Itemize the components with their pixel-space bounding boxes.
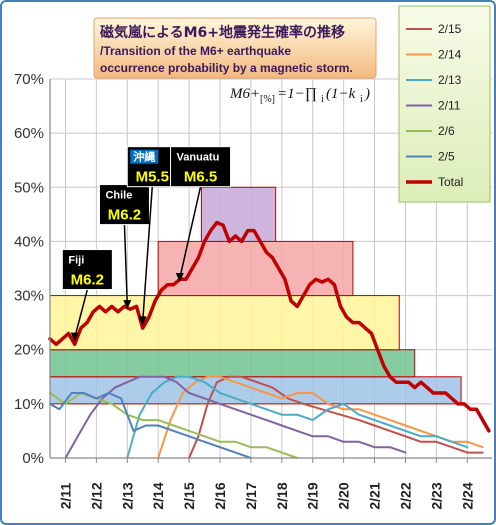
- series-line-2-13: [126, 375, 469, 459]
- annotation-name-bg: [102, 187, 144, 202]
- formula-main: M6+: [229, 86, 260, 102]
- annotation-magnitude: M6.5: [184, 169, 217, 186]
- legend-label: 2/15: [438, 22, 462, 36]
- formula-index-k: i: [360, 94, 363, 105]
- legend-background: [398, 5, 491, 203]
- legend-label: 2/11: [438, 99, 461, 113]
- series-line-2-14: [157, 375, 484, 459]
- annotation-arrowhead: [138, 316, 147, 326]
- y-tick-labels: 0% 10% 20% 30% 40% 50% 60% 70%: [14, 71, 44, 467]
- formula-subscript: [%]: [260, 94, 275, 105]
- series-line-2-11: [64, 375, 407, 459]
- annotation-name: 沖縄: [133, 150, 155, 164]
- probability-band: [49, 295, 400, 351]
- annotation-magnitude: M6.2: [71, 272, 104, 289]
- y-tick-label: 70%: [14, 71, 44, 88]
- formula-close: ): [364, 86, 370, 102]
- x-tick-label: 2/23: [428, 482, 444, 509]
- annotation-leader: [123, 224, 129, 306]
- x-tick-label: 2/20: [336, 482, 352, 509]
- legend-label: 2/5: [438, 150, 455, 164]
- annotation-name-bg: [65, 252, 100, 267]
- legend-label: 2/14: [438, 48, 462, 62]
- x-tick-label: 2/13: [119, 482, 135, 509]
- chart-title-english-line1: /Transition of the M6+ earthquake: [100, 44, 291, 58]
- series-line-Total: [48, 220, 491, 433]
- annotation-magnitude: M6.2: [108, 207, 141, 224]
- x-tick-label: 2/17: [243, 482, 259, 509]
- probability-band: [157, 240, 354, 297]
- annotation-name: Fiji: [68, 255, 84, 267]
- x-tick-label: 2/24: [459, 482, 475, 509]
- series-lines: [48, 220, 491, 459]
- annotation-arrowhead: [123, 300, 132, 310]
- y-tick-label: 10%: [14, 396, 44, 413]
- formula-index: i: [321, 94, 324, 105]
- series-line-2-15: [188, 375, 484, 459]
- y-tick-label: 20%: [14, 342, 44, 359]
- annotation-name-bg: [130, 149, 159, 164]
- x-tick-label: 2/14: [150, 482, 166, 509]
- annotation-leader: [141, 186, 154, 322]
- formula-product: =1−∏: [277, 86, 317, 102]
- probability-formula: M6+ [%] =1−∏ i (1−k i ): [229, 86, 370, 105]
- x-tick-label: 2/12: [88, 482, 104, 509]
- annotation-arrowhead: [70, 332, 79, 342]
- formula-factor: (1−k: [326, 86, 356, 102]
- annotation-name: Chile: [105, 190, 132, 202]
- y-tick-label: 60%: [14, 125, 44, 142]
- title-background: [93, 17, 377, 79]
- chart-title-japanese: 磁気嵐によるM6+地震発生確率の推移: [100, 24, 345, 41]
- axes: [49, 79, 492, 463]
- annotation-leader: [74, 289, 89, 338]
- legend: 2/15 2/14 2/13 2/11 2/6 2/5 Total: [398, 5, 491, 203]
- probability-band: [49, 349, 416, 378]
- y-tick-label: 30%: [14, 288, 44, 305]
- annotation-leader: [179, 186, 202, 279]
- x-tick-label: 2/15: [181, 482, 197, 509]
- x-tick-label: 2/22: [397, 482, 413, 509]
- x-tick-label: 2/18: [274, 482, 290, 509]
- x-tick-label: 2/21: [367, 482, 383, 509]
- annotation-arrowhead: [175, 273, 184, 283]
- probability-band: [200, 186, 277, 242]
- x-tick-labels: 2/11 2/12 2/13 2/14 2/15 2/16 2/17 2/18 2/19 2/20…: [57, 482, 475, 509]
- chart-title-box: 磁気嵐によるM6+地震発生確率の推移 /Transition of the M6…: [93, 17, 377, 79]
- legend-label: Total: [438, 175, 463, 189]
- x-tick-label: 2/19: [305, 482, 321, 509]
- series-line-2-5: [49, 392, 252, 459]
- x-tick-label: 2/16: [212, 482, 228, 509]
- annotation-name-bg: [173, 149, 229, 164]
- y-tick-label: 0%: [22, 450, 44, 467]
- earthquake-annotations: Fiji M6.2 Chile M6.2 沖縄 M5.5 Vanuatu M6.5: [61, 146, 232, 342]
- annotation-magnitude: M5.5: [136, 169, 169, 186]
- y-tick-label: 50%: [14, 179, 44, 196]
- annotation-name: Vanuatu: [177, 152, 220, 164]
- chart-title-english-line2: occurrence probability by a magnetic sto…: [100, 61, 353, 75]
- x-tick-label: 2/11: [57, 483, 73, 510]
- legend-label: 2/6: [438, 124, 455, 138]
- legend-label: 2/13: [438, 73, 462, 87]
- legend-items: 2/15 2/14 2/13 2/11 2/6 2/5 Total: [406, 22, 463, 189]
- y-tick-label: 40%: [14, 233, 44, 250]
